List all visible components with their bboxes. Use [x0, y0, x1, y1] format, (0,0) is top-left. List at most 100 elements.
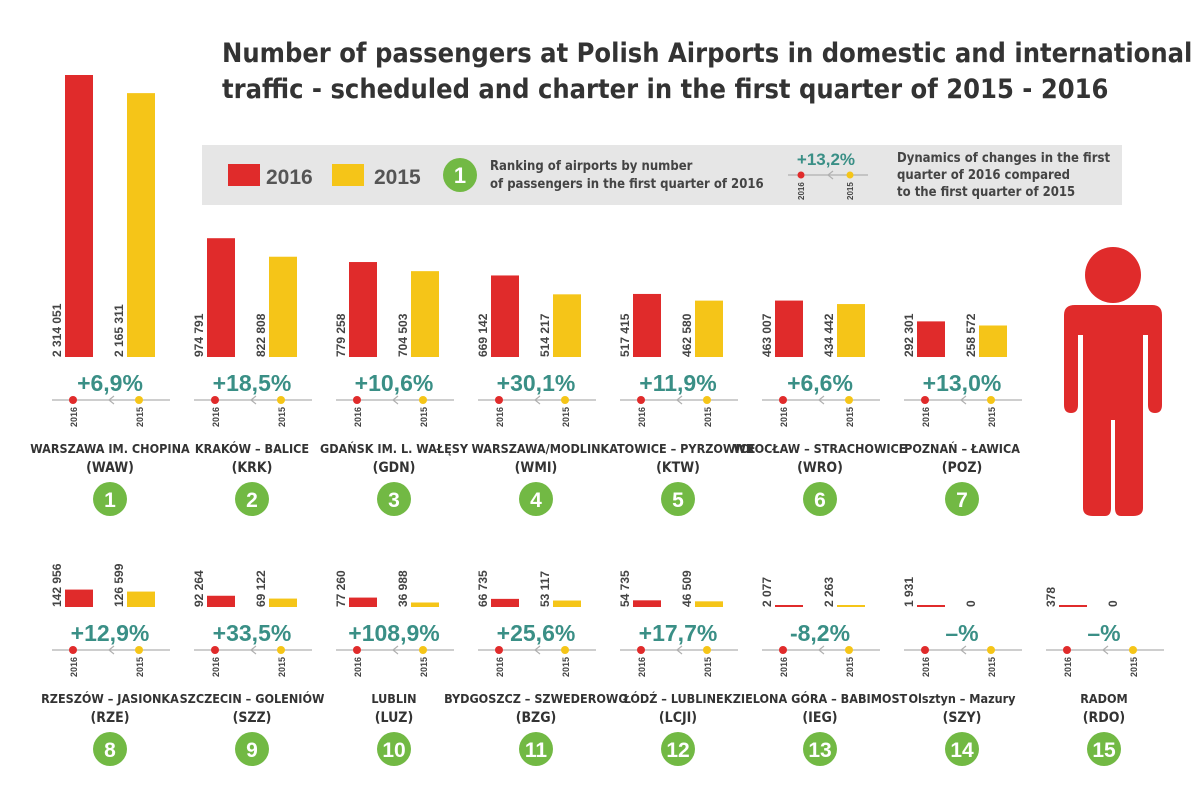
timeline-dot-2016 — [921, 646, 929, 654]
timeline-dot-2016 — [69, 396, 77, 404]
timeline-dot-2016 — [779, 646, 787, 654]
timeline-dot-2015 — [561, 646, 569, 654]
timeline-dot-2016 — [211, 646, 219, 654]
value-label-2015: 2 263 — [822, 577, 836, 607]
bar-2016 — [349, 262, 377, 357]
percent-change: +13,0% — [923, 370, 1002, 396]
value-label-2015: 2 165 311 — [112, 304, 126, 357]
airport-name: ŁÓDŹ – LUBLINEK — [623, 691, 734, 706]
bar-2016 — [207, 595, 235, 607]
legend-dot-2016 — [797, 171, 805, 179]
bar-2016 — [491, 598, 519, 607]
bar-2015 — [979, 325, 1007, 357]
airport-name: KATOWICE – PYRZOWICE — [601, 441, 756, 456]
timeline-tick-2016: 2016 — [921, 657, 931, 677]
rank-number: 2 — [246, 489, 258, 512]
timeline-dot-2015 — [277, 396, 285, 404]
value-label-2016: 779 258 — [334, 313, 348, 357]
percent-change: +10,6% — [355, 370, 434, 396]
percent-change: -8,2% — [790, 620, 850, 646]
timeline-tick-2015: 2015 — [987, 657, 997, 677]
arrow-left-icon — [676, 645, 683, 655]
percent-change: +25,6% — [497, 620, 576, 646]
timeline-tick-2015: 2015 — [703, 407, 713, 427]
rank-badge — [661, 482, 695, 516]
airport-name: RZESZÓW – JASIONKA — [41, 691, 179, 706]
arrow-left-icon — [1102, 645, 1109, 655]
percent-change: +18,5% — [213, 370, 292, 396]
arrow-left-icon — [108, 395, 115, 405]
arrow-left-icon — [960, 645, 967, 655]
value-label-2016: 1 931 — [902, 577, 916, 607]
airport-code: (IEG) — [802, 710, 837, 726]
timeline-dot-2015 — [703, 646, 711, 654]
legend-dynamics-text-line3: to the first quarter of 2015 — [897, 185, 1075, 200]
percent-change: –% — [1087, 620, 1120, 646]
timeline-tick-2015: 2015 — [277, 657, 287, 677]
bar-2015 — [553, 600, 581, 607]
timeline-dot-2015 — [845, 646, 853, 654]
airport-name: RADOM — [1080, 691, 1127, 706]
airport-code: (LCJI) — [659, 710, 697, 726]
rank-number: 6 — [814, 489, 826, 512]
legend-rank-badge — [443, 158, 477, 192]
rank-badge — [377, 732, 411, 766]
timeline-dot-2015 — [987, 396, 995, 404]
rank-badge — [377, 482, 411, 516]
rank-number: 10 — [382, 739, 405, 762]
rank-badge — [803, 732, 837, 766]
timeline-dot-2016 — [1063, 646, 1071, 654]
bar-2016 — [65, 589, 93, 607]
timeline-tick-2016: 2016 — [1063, 657, 1073, 677]
rank-badge — [661, 732, 695, 766]
timeline-tick-2015: 2015 — [845, 407, 855, 427]
timeline-tick-2015: 2015 — [703, 657, 713, 677]
bar-2016 — [633, 600, 661, 607]
rank-number: 14 — [950, 739, 974, 762]
arrow-left-icon — [676, 395, 683, 405]
value-label-2015: 434 442 — [822, 313, 836, 357]
bar-2015 — [837, 304, 865, 357]
airport-code: (SZZ) — [233, 710, 272, 726]
timeline-dot-2016 — [495, 646, 503, 654]
airport-name: BYDGOSZCZ – SZWEDEROWO — [444, 691, 628, 706]
timeline-tick-2015: 2015 — [135, 657, 145, 677]
arrow-left-icon — [392, 645, 399, 655]
timeline-tick-2015: 2015 — [561, 407, 571, 427]
timeline-dot-2016 — [69, 646, 77, 654]
arrow-left-icon — [250, 395, 257, 405]
legend: 2016 2015 1 Ranking of airports by numbe… — [202, 145, 1122, 205]
rank-badge — [803, 482, 837, 516]
percent-change: +11,9% — [639, 370, 716, 396]
value-label-2016: 54 735 — [618, 570, 632, 607]
rank-badge — [235, 732, 269, 766]
person-icon — [1064, 247, 1162, 516]
airport-group-rdo: 378 0 –% 2016 2015 RADOM (RDO) 15 — [1044, 587, 1164, 766]
airport-group-bzg: 66 735 53 117 +25,6% 2016 2015 BYDGOSZCZ – SZ… — [444, 570, 628, 766]
legend-label-2015: 2015 — [374, 166, 421, 189]
legend-dynamics-text-line2: quarter of 2016 compared — [897, 168, 1070, 183]
timeline-tick-2015: 2015 — [135, 407, 145, 427]
percent-change: +17,7% — [639, 620, 718, 646]
legend-dynamics-example: +13,2% — [797, 150, 855, 169]
timeline-dot-2015 — [703, 396, 711, 404]
airport-code: (WRO) — [797, 460, 843, 476]
arrow-left-icon — [534, 645, 541, 655]
timeline-dot-2015 — [135, 646, 143, 654]
value-label-2016: 378 — [1044, 587, 1058, 607]
timeline-dot-2015 — [561, 396, 569, 404]
arrow-left-icon — [250, 645, 257, 655]
chart-title-line1: Number of passengers at Polish Airports … — [222, 38, 1192, 69]
rank-number: 4 — [530, 489, 542, 512]
airport-name: Olsztyn – Mazury — [908, 691, 1016, 706]
rank-badge — [519, 732, 553, 766]
airport-code: (SZY) — [943, 710, 982, 726]
airport-code: (KRK) — [232, 460, 273, 476]
airport-group-krk: 974 791 822 808 +18,5% 2016 2015 KRAKÓW – BAL… — [192, 238, 312, 516]
timeline-tick-2015: 2015 — [845, 657, 855, 677]
timeline-dot-2016 — [637, 646, 645, 654]
percent-change: –% — [945, 620, 978, 646]
timeline-dot-2016 — [495, 396, 503, 404]
timeline-dot-2016 — [353, 646, 361, 654]
airport-group-szz: 92 264 69 122 +33,5% 2016 2015 SZCZECIN – GOL… — [180, 570, 325, 766]
